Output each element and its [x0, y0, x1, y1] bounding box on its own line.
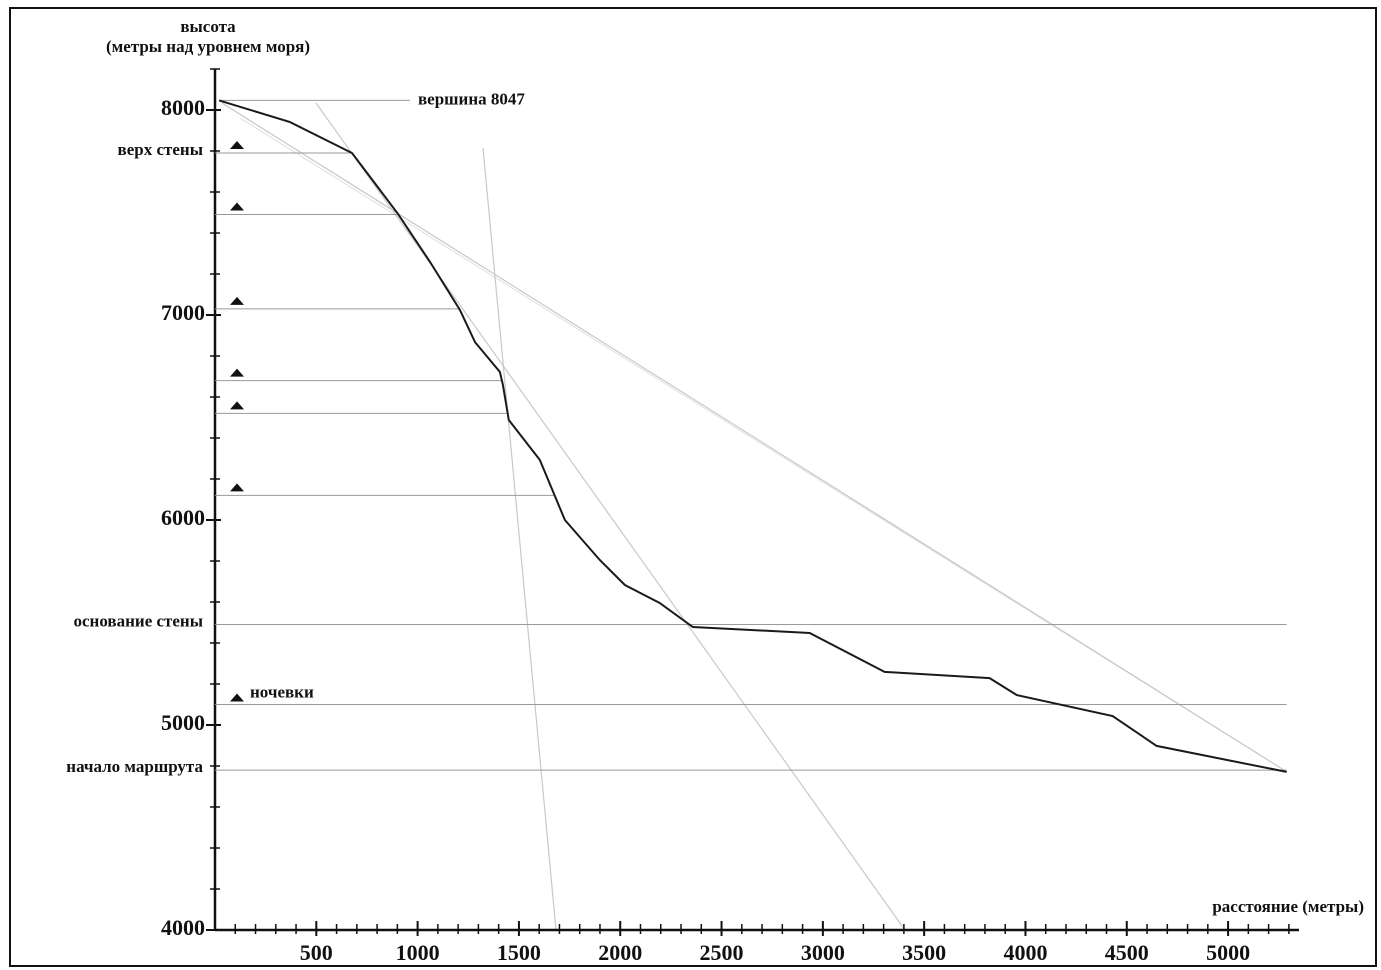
y-axis-title: (метры над уровнем моря): [106, 37, 310, 56]
y-tick-label: 7000: [161, 300, 205, 325]
y-axis-title: высота: [180, 17, 236, 36]
camp-marker: [230, 483, 244, 492]
camp-marker: [230, 141, 244, 150]
frame: [9, 7, 1377, 967]
camp-marker: [230, 296, 244, 305]
slope-line: [315, 102, 906, 931]
camp-marker: [230, 401, 244, 410]
x-tick-label: 3000: [801, 940, 845, 965]
camp-marker: [230, 693, 244, 702]
slope-line: [482, 147, 557, 931]
x-tick-label: 4500: [1105, 940, 1149, 965]
y-tick-label: 8000: [161, 95, 205, 120]
x-tick-label: 3500: [902, 940, 946, 965]
level-label: ночевки: [250, 682, 314, 701]
summit-label: вершина 8047: [418, 89, 525, 108]
camp-marker: [230, 368, 244, 377]
camp-marker: [230, 202, 244, 211]
level-label: основание стены: [74, 611, 204, 630]
x-tick-label: 2000: [598, 940, 642, 965]
x-tick-label: 500: [300, 940, 333, 965]
y-tick-label: 4000: [161, 915, 205, 940]
x-tick-label: 2500: [700, 940, 744, 965]
x-tick-label: 1000: [396, 940, 440, 965]
x-axis-title: расстояние (метры): [1212, 897, 1364, 916]
slope-line: [239, 117, 1288, 773]
profile-line: [218, 99, 1287, 773]
level-label: начало маршрута: [66, 757, 203, 776]
y-tick-label: 6000: [161, 505, 205, 530]
level-label: верх стены: [118, 140, 203, 159]
x-tick-label: 4000: [1003, 940, 1047, 965]
y-tick-label: 5000: [161, 710, 205, 735]
x-tick-label: 1500: [497, 940, 541, 965]
x-tick-label: 5000: [1206, 940, 1250, 965]
